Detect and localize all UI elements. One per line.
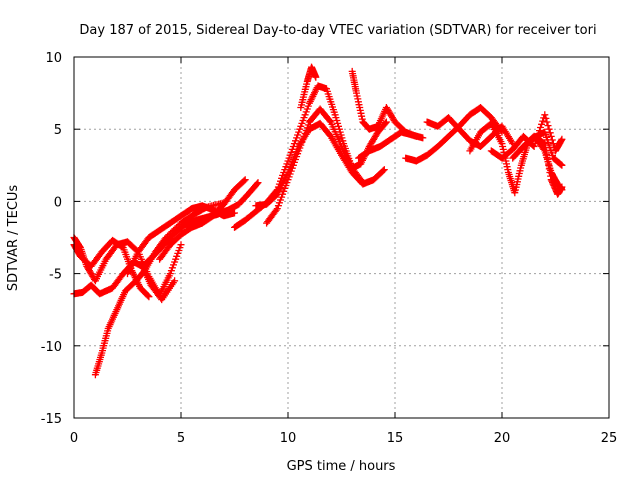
x-tick-label: 20 <box>494 431 511 446</box>
data-point-markers <box>297 63 320 111</box>
data-point-markers <box>519 132 566 198</box>
y-tick-label: -15 <box>41 412 62 427</box>
satellite-track-17 <box>487 111 566 162</box>
chart-title: Day 187 of 2015, Sidereal Day-to-day VTE… <box>79 23 596 38</box>
x-tick-label: 25 <box>601 431 618 446</box>
y-tick-label: 10 <box>45 51 62 66</box>
satellite-track-13 <box>355 128 427 162</box>
y-axis-label: SDTVAR / TECUs <box>6 185 21 292</box>
data-point-markers <box>355 128 427 162</box>
y-tick-label: -5 <box>49 268 62 283</box>
y-tick-label: 0 <box>54 195 62 210</box>
satellite-track-10 <box>263 105 367 227</box>
plot-area <box>70 63 566 379</box>
satellite-track-19 <box>519 132 566 198</box>
data-point-markers <box>231 82 390 231</box>
satellite-track-9 <box>252 119 388 210</box>
axis-ticks: 0 5 10 15 20 25 -15 -10 -5 0 5 10 <box>41 51 618 446</box>
satellite-track-7 <box>156 176 249 263</box>
x-tick-label: 15 <box>387 431 404 446</box>
x-tick-label: 5 <box>177 431 185 446</box>
satellite-track-8 <box>231 82 390 231</box>
satellite-track-11 <box>297 63 320 111</box>
y-tick-label: 5 <box>54 123 62 138</box>
x-axis-label: GPS time / hours <box>287 459 396 474</box>
data-point-markers <box>156 176 249 263</box>
data-point-markers <box>252 119 388 210</box>
x-tick-label: 0 <box>70 431 78 446</box>
plot-frame <box>73 56 610 419</box>
grid <box>74 57 609 418</box>
data-point-markers <box>487 111 566 162</box>
x-tick-label: 10 <box>280 431 297 446</box>
data-point-markers <box>263 105 367 227</box>
y-tick-label: -10 <box>41 340 62 355</box>
